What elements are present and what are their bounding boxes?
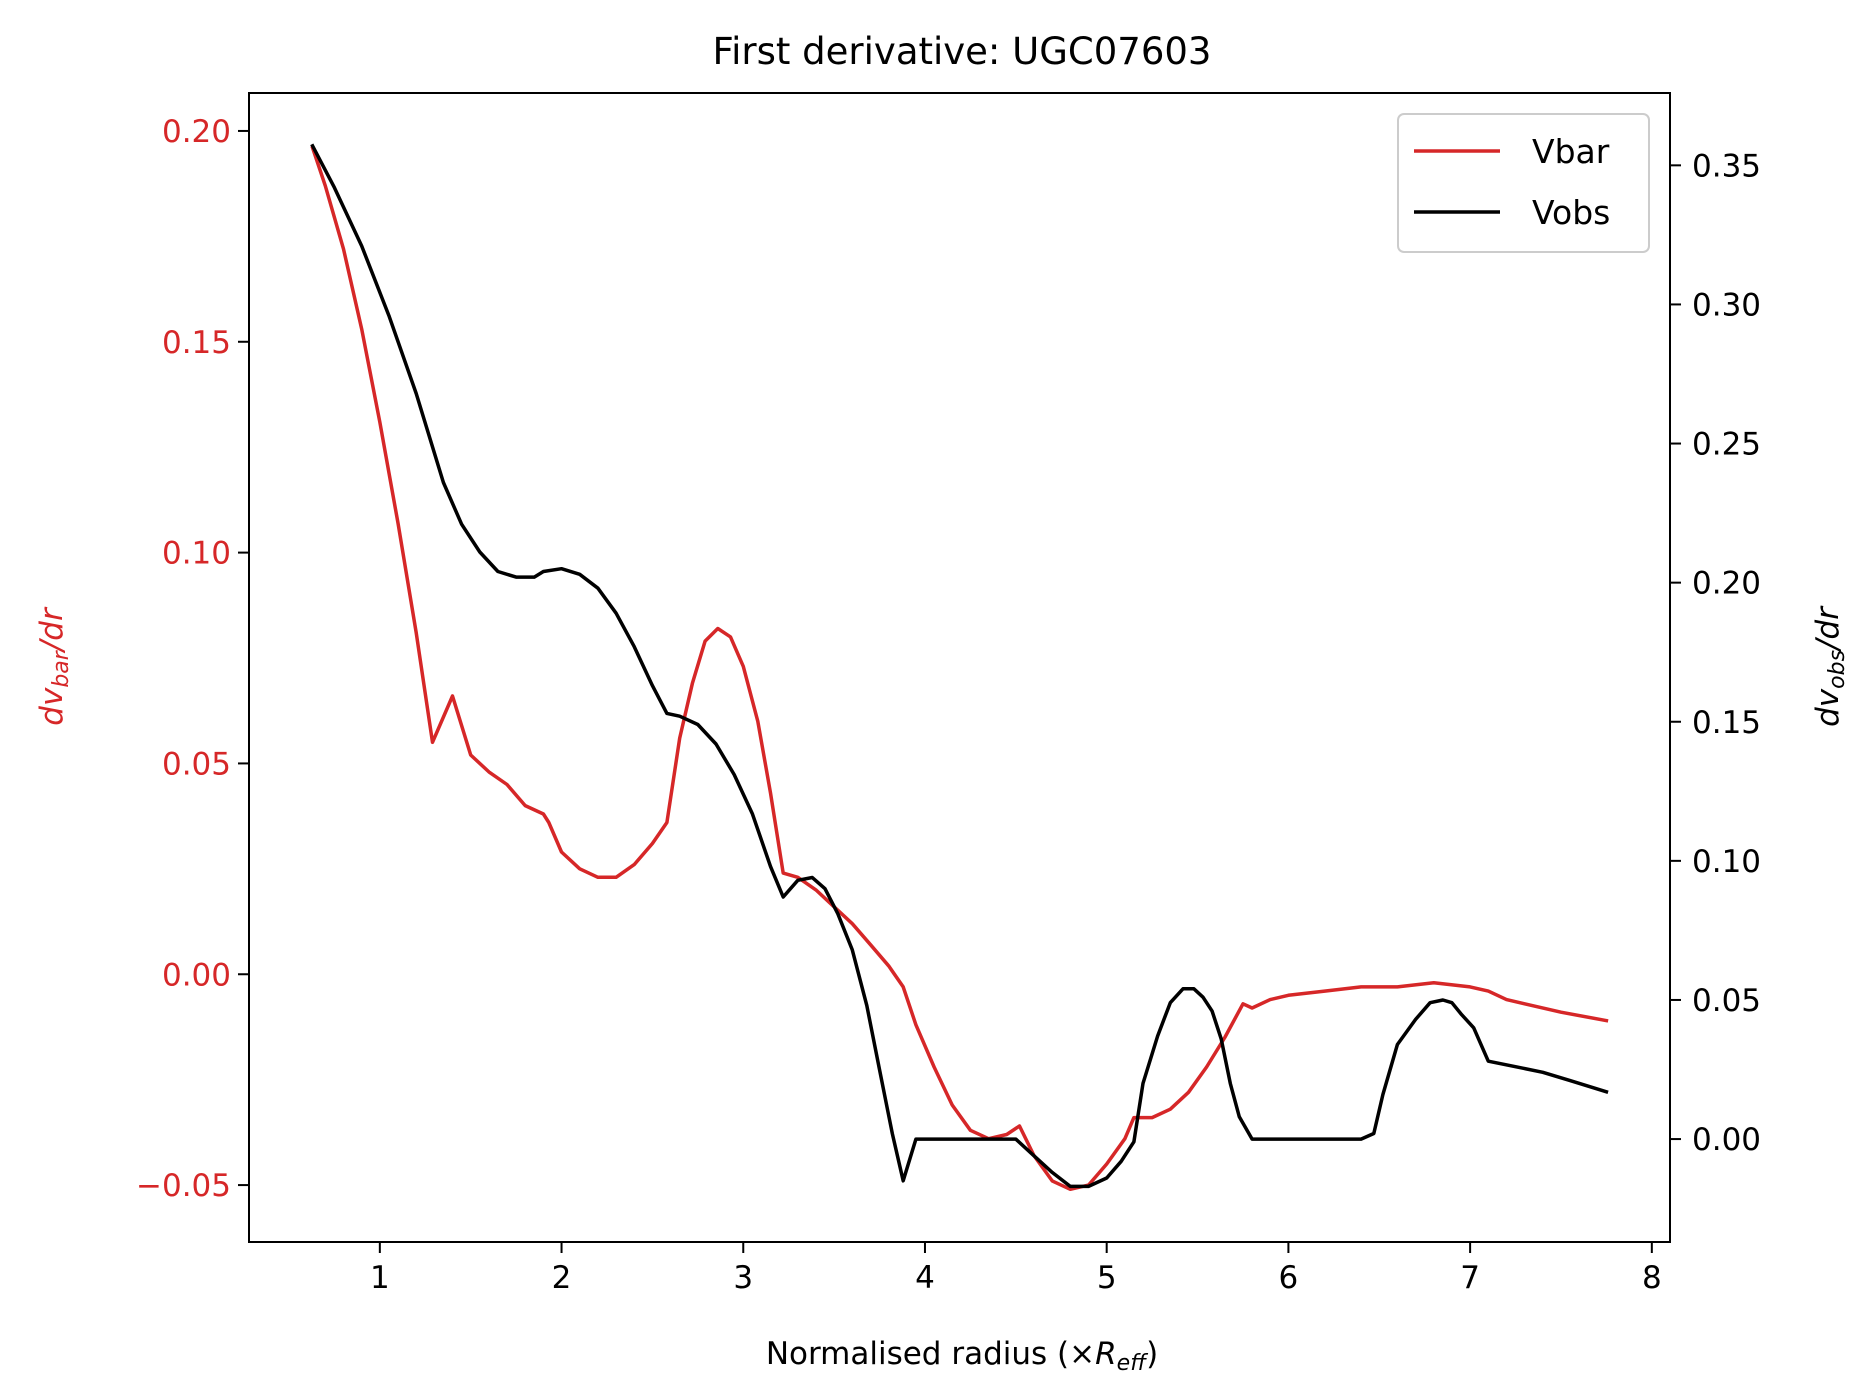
y-right-tick-label: 0.20 [1692,566,1761,602]
y-left-label-suffix: /dr [34,606,70,654]
y-left-label-subscript: bar [49,649,74,687]
x-tick-label: 7 [1460,1260,1480,1296]
y-axis-right: 0.35 0.30 0.25 0.20 0.15 0.10 0.05 0.00 [1670,148,1761,1158]
y-left-tick-label: 0.10 [162,536,231,572]
y-right-tick-label: 0.00 [1692,1122,1761,1158]
x-axis-label-subscript: eff [1117,1351,1149,1376]
x-axis-label-prefix: Normalised radius (× [766,1336,1095,1372]
y-axis-left-label: dvbar/dr [34,606,74,726]
legend-label-vbar: Vbar [1532,132,1610,171]
y-axis-left: 0.20 0.15 0.10 0.05 0.00 −0.05 [136,114,249,1204]
y-right-tick-label: 0.05 [1692,983,1761,1019]
x-tick-label: 3 [733,1260,753,1296]
y-right-tick-label: 0.30 [1692,287,1761,323]
y-right-label-suffix: /dr [1810,605,1846,653]
legend-label-vobs: Vobs [1532,193,1610,232]
y-axis-right-label: dvobs/dr [1810,605,1850,727]
y-right-tick-label: 0.10 [1692,844,1761,880]
x-axis-label-suffix: ) [1146,1336,1158,1372]
chart-title: First derivative: UGC07603 [713,30,1212,73]
x-tick-label: 4 [915,1260,935,1296]
y-right-tick-label: 0.25 [1692,427,1761,463]
y-left-label-prefix: dv [34,687,70,726]
y-left-tick-label: 0.15 [162,325,231,361]
legend: Vbar Vobs [1397,113,1650,253]
plot-frame [248,92,1671,1243]
y-right-tick-label: 0.15 [1692,705,1761,741]
y-left-tick-label: 0.05 [162,746,231,782]
series-line-vobs [310,143,1609,1189]
x-tick-label: 2 [552,1260,572,1296]
y-right-label-subscript: obs [1825,650,1850,689]
x-tick-label: 8 [1642,1260,1662,1296]
y-left-tick-label: −0.05 [136,1168,231,1204]
y-right-label-prefix: dv [1810,688,1846,727]
series-layer [310,143,1609,1192]
x-tick-label: 1 [370,1260,390,1296]
y-left-tick-label: 0.00 [162,957,231,993]
legend-box [1397,113,1650,253]
x-tick-label: 5 [1097,1260,1117,1296]
x-axis-label: Normalised radius (×Reff) [766,1336,1158,1376]
y-right-tick-label: 0.35 [1692,148,1761,184]
x-tick-label: 6 [1279,1260,1299,1296]
x-axis-label-symbol: R [1095,1336,1117,1372]
series-line-vbar [310,145,1609,1192]
y-left-tick-label: 0.20 [162,114,231,150]
x-axis: 1 2 3 4 5 6 7 8 [370,1242,1662,1296]
